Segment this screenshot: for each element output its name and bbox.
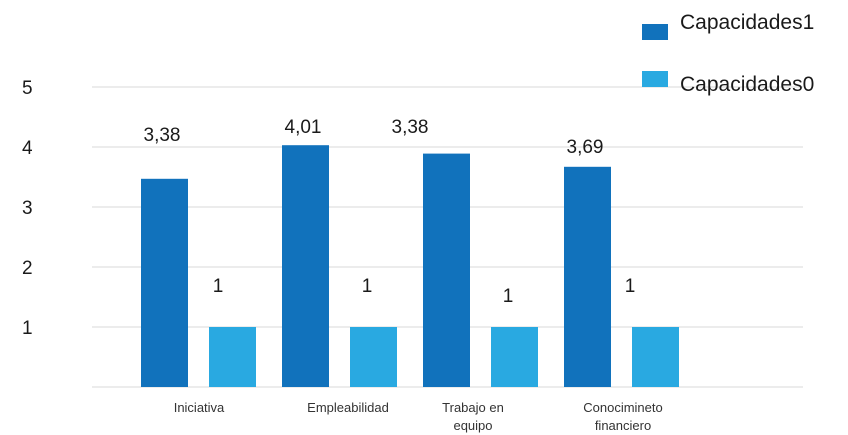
bar-Capacidades1-3: [564, 166, 611, 387]
legend-label: Capacidades0: [680, 73, 814, 96]
legend-label: Capacidades1: [680, 11, 814, 34]
bar-Capacidades1-2: [423, 153, 470, 387]
y-tick-label: 5: [22, 78, 33, 99]
bar-Capacidades0-3: [632, 327, 679, 387]
legend-swatch-Capacidades0: [642, 71, 668, 87]
data-label: 3,69: [567, 137, 604, 158]
data-labels: 3,38 1 4,01 1 3,38 1 3,69 1: [144, 117, 636, 307]
x-tick-label: Empleabilidad: [307, 400, 389, 415]
bar-Capacidades0-2: [491, 327, 538, 387]
y-tick-label: 1: [22, 318, 33, 339]
data-label: 4,01: [285, 117, 322, 138]
y-tick-label: 2: [22, 258, 33, 279]
data-label: 1: [213, 276, 224, 297]
y-tick-label: 3: [22, 198, 33, 219]
data-label: 1: [503, 286, 514, 307]
data-label: 3,38: [144, 125, 181, 146]
data-label: 1: [625, 276, 636, 297]
legend: Capacidades1 Capacidades0: [642, 11, 814, 96]
x-tick-label: Iniciativa: [174, 400, 225, 415]
x-tick-label: financiero: [595, 418, 651, 433]
legend-swatch-Capacidades1: [642, 24, 668, 40]
x-tick-label: equipo: [453, 418, 492, 433]
x-tick-label: Conocimineto: [583, 400, 663, 415]
bars: [141, 145, 679, 387]
bar-Capacidades0-1: [350, 327, 397, 387]
x-axis: Iniciativa Empleabilidad Trabajo en equipo C…: [174, 400, 663, 433]
y-axis: 1 2 3 4 5: [22, 78, 33, 339]
data-label: 3,38: [392, 117, 429, 138]
bar-Capacidades1-0: [141, 178, 188, 387]
y-tick-label: 4: [22, 138, 33, 159]
x-tick-label: Trabajo en: [442, 400, 504, 415]
bar-Capacidades0-0: [209, 327, 256, 387]
bar-Capacidades1-1: [282, 145, 329, 387]
data-label: 1: [362, 276, 373, 297]
